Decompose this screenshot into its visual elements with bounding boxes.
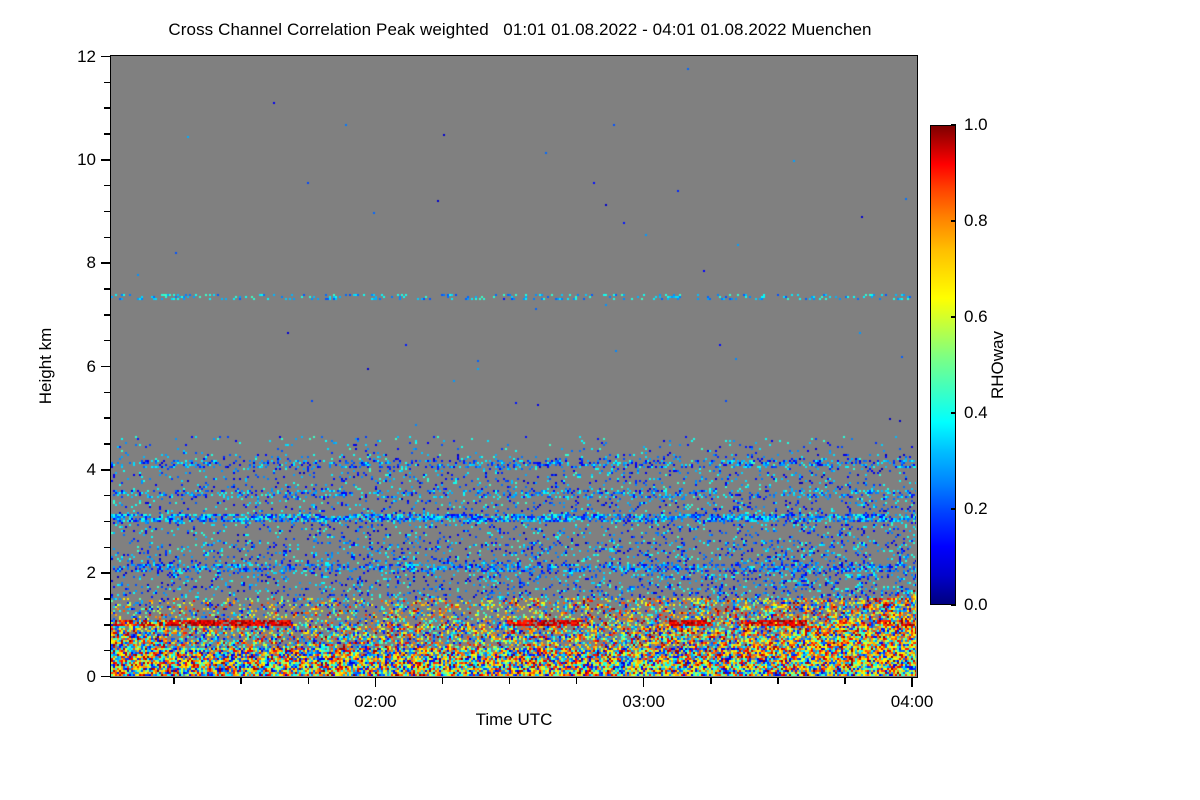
colorbar-label: RHOwav <box>988 330 1007 400</box>
y-axis-label: Height km <box>36 327 55 405</box>
y-axis-tick-major <box>101 365 110 368</box>
colorbar[interactable] <box>930 125 956 605</box>
y-axis-tick-major <box>101 159 110 161</box>
y-axis-tick-major <box>101 572 110 574</box>
x-axis-tick-minor <box>307 678 310 684</box>
y-axis-tick-minor <box>104 236 110 239</box>
y-axis-tick-label: 4 <box>86 459 96 479</box>
page-title: Cross Channel Correlation Peak weighted … <box>168 20 872 39</box>
y-axis-tick-minor <box>104 314 110 316</box>
y-axis-tick-minor <box>104 210 110 213</box>
heatmap-canvas <box>111 56 916 676</box>
y-axis-tick-label: 8 <box>86 253 96 273</box>
colorbar-tick <box>951 604 956 606</box>
y-axis-tick-minor <box>104 107 110 109</box>
y-axis-tick-major <box>101 262 110 264</box>
colorbar-tick-label: 0.6 <box>964 307 988 326</box>
y-axis-tick-minor <box>104 649 110 652</box>
x-axis-tick-label: 03:00 <box>622 692 665 711</box>
y-axis-tick-minor <box>104 184 110 187</box>
colorbar-tick <box>951 220 956 222</box>
x-axis-tick-label: 04:00 <box>890 692 934 711</box>
y-axis-tick-major <box>101 55 110 58</box>
x-axis-tick-minor <box>844 678 846 684</box>
y-axis-tick-label: 10 <box>77 149 96 169</box>
y-axis-tick-minor <box>104 546 110 549</box>
y-axis-tick-minor <box>104 288 110 290</box>
colorbar-tick-label: 0.4 <box>964 403 988 422</box>
y-axis-tick-minor <box>104 391 110 394</box>
y-axis-tick-minor <box>104 598 110 600</box>
x-axis-tick-minor <box>575 678 578 684</box>
x-axis-tick-major <box>642 678 645 687</box>
y-axis-tick-label: 0 <box>86 666 96 686</box>
y-axis-tick-minor <box>104 133 110 135</box>
colorbar-tick-label: 1.0 <box>964 115 988 134</box>
y-axis-tick-major <box>101 675 110 678</box>
y-axis-tick-minor <box>104 339 110 342</box>
colorbar-tick <box>951 412 956 414</box>
y-axis-tick-minor <box>104 443 110 445</box>
colorbar-tick <box>951 508 956 510</box>
y-axis-tick-label: 12 <box>77 46 96 66</box>
x-axis-tick-minor <box>441 678 444 684</box>
x-axis-tick-minor <box>508 678 511 684</box>
y-axis-tick-minor <box>104 494 110 497</box>
x-axis-label: Time UTC <box>475 710 553 729</box>
plot-area[interactable] <box>110 55 918 678</box>
colorbar-gradient <box>930 125 956 605</box>
y-axis-tick-minor <box>104 81 110 84</box>
y-axis-tick-label: 6 <box>86 356 96 376</box>
y-axis-tick-minor <box>104 520 110 523</box>
y-axis-tick-minor <box>104 624 110 626</box>
x-axis-tick-label: 02:00 <box>354 692 397 711</box>
colorbar-tick-label: 0.0 <box>964 595 988 614</box>
y-axis-tick-major <box>101 469 110 471</box>
colorbar-tick <box>951 316 956 318</box>
x-axis-tick-major <box>911 678 913 687</box>
colorbar-tick-label: 0.8 <box>964 211 988 230</box>
y-axis-tick-minor <box>104 417 110 419</box>
colorbar-tick <box>951 124 956 126</box>
x-axis-tick-minor <box>777 678 779 684</box>
x-axis-tick-major <box>374 678 377 687</box>
y-axis-tick-label: 2 <box>86 563 96 583</box>
colorbar-tick-label: 0.2 <box>964 499 988 518</box>
x-axis-tick-minor <box>240 678 242 684</box>
x-axis-tick-minor <box>173 678 175 684</box>
x-axis-tick-minor <box>710 678 712 684</box>
